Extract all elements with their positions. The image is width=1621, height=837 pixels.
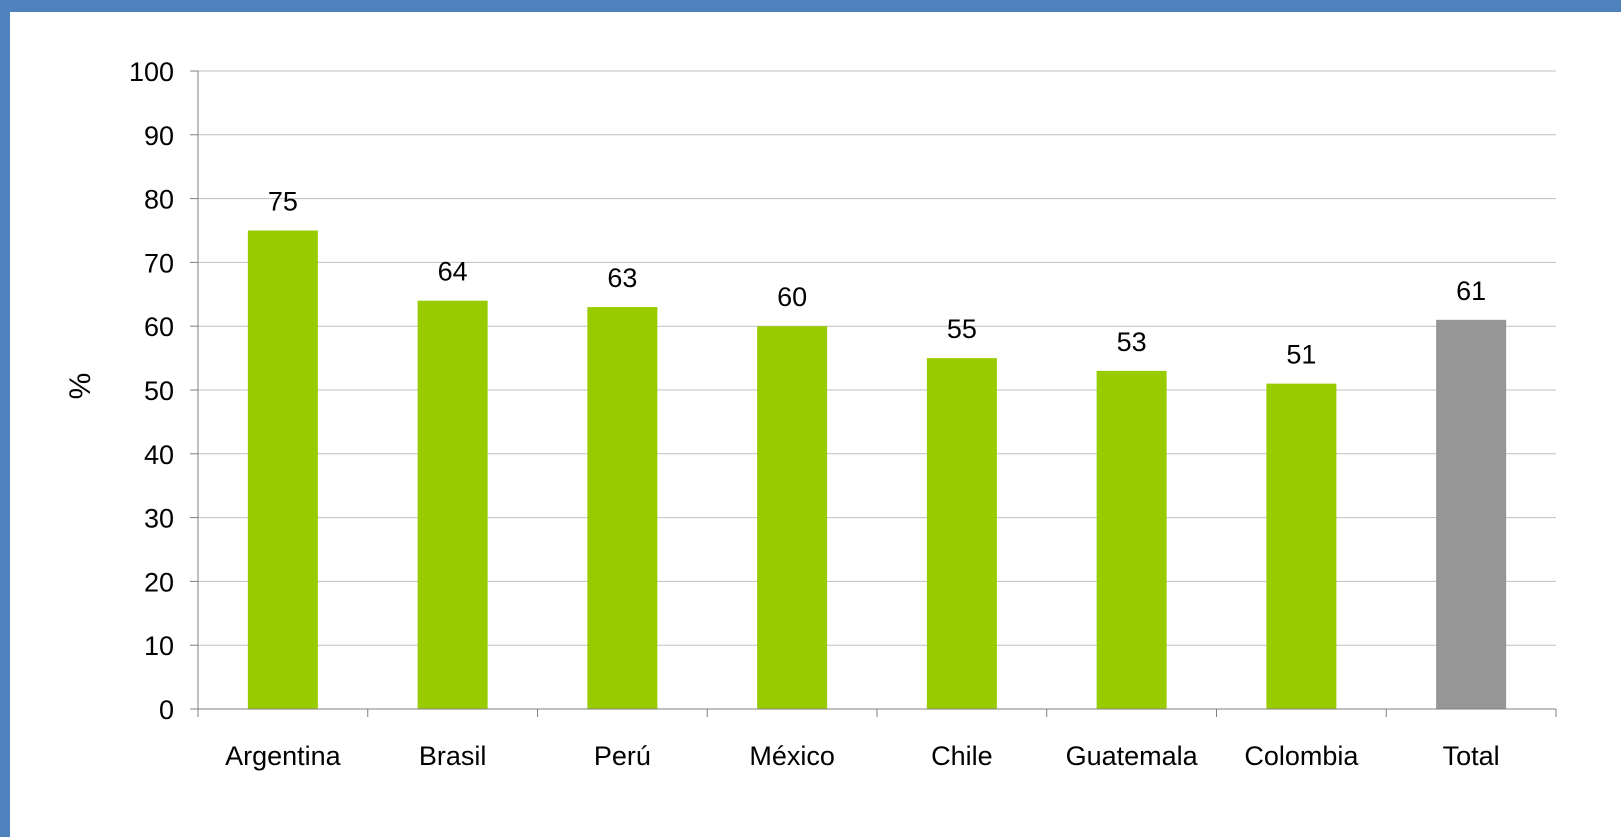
x-tick-label: Brasil (419, 741, 487, 771)
y-tick-label: 70 (144, 248, 174, 278)
gridlines (198, 70, 1556, 646)
y-tick-label: 30 (144, 504, 174, 534)
bars (247, 230, 1507, 709)
x-tick-label: México (749, 741, 835, 771)
x-tick-label: Chile (931, 741, 993, 771)
y-tick-label: 40 (144, 440, 174, 470)
data-label: 63 (607, 263, 637, 293)
data-label: 61 (1456, 276, 1486, 306)
labels: 0 10 20 30 40 50 60 70 80 90 100 75 Argentina 64 Brasi… (129, 57, 1500, 771)
axes (190, 70, 1557, 717)
bar-chart: 0 10 20 30 40 50 60 70 80 90 100 75 Argentina 64 Brasi… (64, 57, 1557, 771)
y-tick-label: 80 (144, 185, 174, 215)
data-label: 55 (947, 314, 977, 344)
data-label: 51 (1286, 340, 1316, 370)
bar-brasil (417, 300, 488, 709)
x-tick-label: Perú (594, 741, 651, 771)
bar-total (1436, 319, 1507, 709)
bar-argentina (247, 230, 318, 709)
y-tick-label: 50 (144, 376, 174, 406)
x-tick-label: Guatemala (1066, 741, 1199, 771)
y-tick-label: 20 (144, 567, 174, 597)
y-tick-label: 60 (144, 312, 174, 342)
y-tick-label: 0 (159, 695, 174, 725)
bar-chile (926, 358, 997, 709)
bar-peru (587, 307, 658, 709)
data-label: 75 (268, 187, 298, 217)
bar-guatemala (1096, 370, 1167, 709)
data-label: 53 (1117, 327, 1147, 357)
y-tick-label: 100 (129, 57, 174, 87)
data-label: 60 (777, 282, 807, 312)
bar-mexico (757, 326, 828, 709)
data-label: 64 (438, 257, 468, 287)
chart-frame: 0 10 20 30 40 50 60 70 80 90 100 75 Argentina 64 Brasi… (10, 12, 1621, 837)
x-tick-label: Argentina (225, 741, 342, 771)
y-tick-label: 90 (144, 121, 174, 151)
y-axis-title: % (64, 373, 97, 400)
y-tick-label: 10 (144, 631, 174, 661)
x-tick-label: Total (1443, 741, 1500, 771)
x-tick-label: Colombia (1244, 741, 1359, 771)
bar-colombia (1266, 383, 1337, 709)
